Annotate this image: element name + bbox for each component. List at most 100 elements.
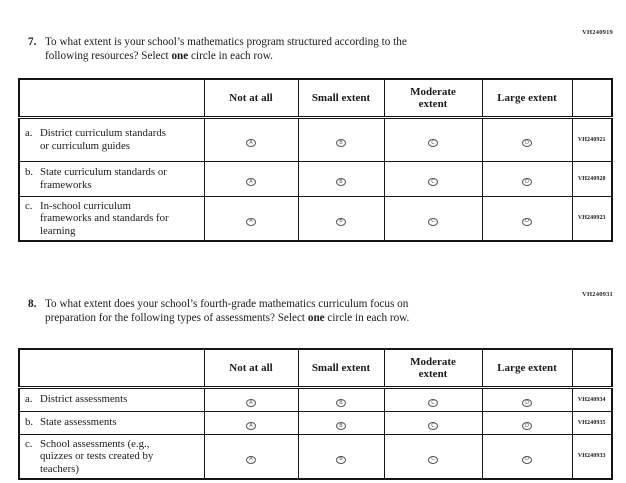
bubble-letter: B [339,178,343,185]
answer-cell: C [383,160,483,197]
answer-cell: C [383,195,483,242]
answer-cell: C [383,116,483,162]
answer-cell: C [383,386,483,412]
answer-cell: D [481,410,573,435]
question-8-body: To what extent does your school’s fourth… [45,298,409,325]
answer-cell: D [481,386,573,412]
bubble-letter: C [431,456,435,463]
answer-cell: B [297,116,385,162]
question-8-table: Not at all Small extent Moderate extent … [18,348,613,480]
q7-header-large-extent: Large extent [481,78,573,119]
q8-header-not-at-all: Not at all [203,348,299,389]
answer-bubble-b[interactable]: B [336,217,346,226]
answer-bubble-b[interactable]: B [336,422,346,430]
q8-header-empty-corner [18,348,205,389]
row-letter: a. [25,393,33,406]
answer-bubble-d[interactable]: D [522,139,532,147]
answer-cell: A [203,433,299,480]
q8-header-large-extent: Large extent [481,348,573,389]
bubble-letter: C [431,139,435,146]
answer-cell: D [481,116,573,162]
bubble-letter: B [339,218,343,225]
answer-bubble-a[interactable]: A [246,178,256,186]
answer-cell: A [203,386,299,412]
answer-bubble-a[interactable]: A [246,399,256,407]
row-label-cell: c. In-school curriculum frameworks and st… [18,195,205,242]
answer-cell: B [297,410,385,435]
answer-bubble-a[interactable]: A [246,455,256,464]
q7-header-empty-corner [18,78,205,119]
q8-row-b: b. State assessments A B C D VH240935 [18,410,613,435]
q8-header-code-column [571,348,613,389]
row-letter: b. [25,166,34,178]
q7-header-code-column [571,78,613,119]
answer-bubble-d[interactable]: D [522,455,532,464]
row-label: State assessments [40,416,117,429]
row-letter: a. [25,127,33,139]
bubble-letter: C [431,399,435,406]
q7-row-c: c. In-school curriculum frameworks and st… [18,195,613,242]
answer-cell: B [297,386,385,412]
answer-cell: D [481,195,573,242]
q7-row-a: a. District curriculum standards or curri… [18,116,613,162]
answer-bubble-c[interactable]: C [428,399,438,407]
answer-bubble-d[interactable]: D [522,217,532,226]
question-7-text: 7. To what extent is your school’s mathe… [28,36,568,63]
answer-bubble-b[interactable]: B [336,139,346,147]
row-accession-code: VH240934 [571,386,613,412]
row-letter: b. [25,416,34,429]
answer-bubble-d[interactable]: D [522,422,532,430]
q7-row-b: b. State curriculum standards or framewor… [18,160,613,197]
row-label: In-school curriculum frameworks and stan… [40,199,169,237]
q7-header-small-extent: Small extent [297,78,385,119]
row-accession-code: VH240933 [571,433,613,480]
row-label: District curriculum standards or curricu… [40,127,166,152]
question-8-line1: To what extent does your school’s fourth… [45,298,409,310]
answer-cell: B [297,160,385,197]
q8-header-row: Not at all Small extent Moderate extent … [18,348,613,389]
answer-bubble-c[interactable]: C [428,422,438,430]
answer-bubble-c[interactable]: C [428,217,438,226]
answer-bubble-c[interactable]: C [428,178,438,186]
bubble-letter: D [525,456,529,463]
bubble-letter: D [525,218,529,225]
row-accession-code: VH240923 [571,195,613,242]
answer-cell: A [203,116,299,162]
bubble-letter: B [339,399,343,406]
answer-bubble-a[interactable]: A [246,422,256,430]
answer-bubble-c[interactable]: C [428,139,438,147]
question-7-line2-post: circle in each row. [188,49,273,62]
answer-bubble-d[interactable]: D [522,178,532,186]
column-header-label: Not at all [229,361,273,374]
column-header-label: Moderate extent [410,85,456,110]
answer-cell: B [297,433,385,480]
answer-cell: C [383,433,483,480]
column-header-label: Large extent [497,361,557,374]
question-8-text: 8. To what extent does your school’s fou… [28,298,568,325]
row-accession-code: VH240920 [571,160,613,197]
q7-header-not-at-all: Not at all [203,78,299,119]
answer-bubble-a[interactable]: A [246,217,256,226]
answer-bubble-b[interactable]: B [336,455,346,464]
answer-bubble-a[interactable]: A [246,139,256,147]
bubble-letter: A [249,178,253,185]
question-7-body: To what extent is your school’s mathemat… [45,36,407,63]
answer-bubble-b[interactable]: B [336,178,346,186]
question-7-line1: To what extent is your school’s mathemat… [45,36,407,48]
row-label: State curriculum standards or frameworks [40,166,167,191]
answer-cell: D [481,433,573,480]
question-7-accession-code: VH240919 [582,29,613,36]
answer-bubble-c[interactable]: C [428,455,438,464]
bubble-letter: C [431,178,435,185]
q7-header-row: Not at all Small extent Moderate extent … [18,78,613,119]
question-8-accession-code: VH240931 [582,291,613,298]
question-8-number: 8. [28,298,37,310]
answer-bubble-b[interactable]: B [336,399,346,407]
bubble-letter: D [525,399,529,406]
row-accession-code: VH240921 [571,116,613,162]
row-label-cell: c. School assessments (e.g., quizzes or t… [18,433,205,480]
answer-bubble-d[interactable]: D [522,399,532,407]
bubble-letter: D [525,178,529,185]
q8-header-moderate-extent: Moderate extent [383,348,483,389]
